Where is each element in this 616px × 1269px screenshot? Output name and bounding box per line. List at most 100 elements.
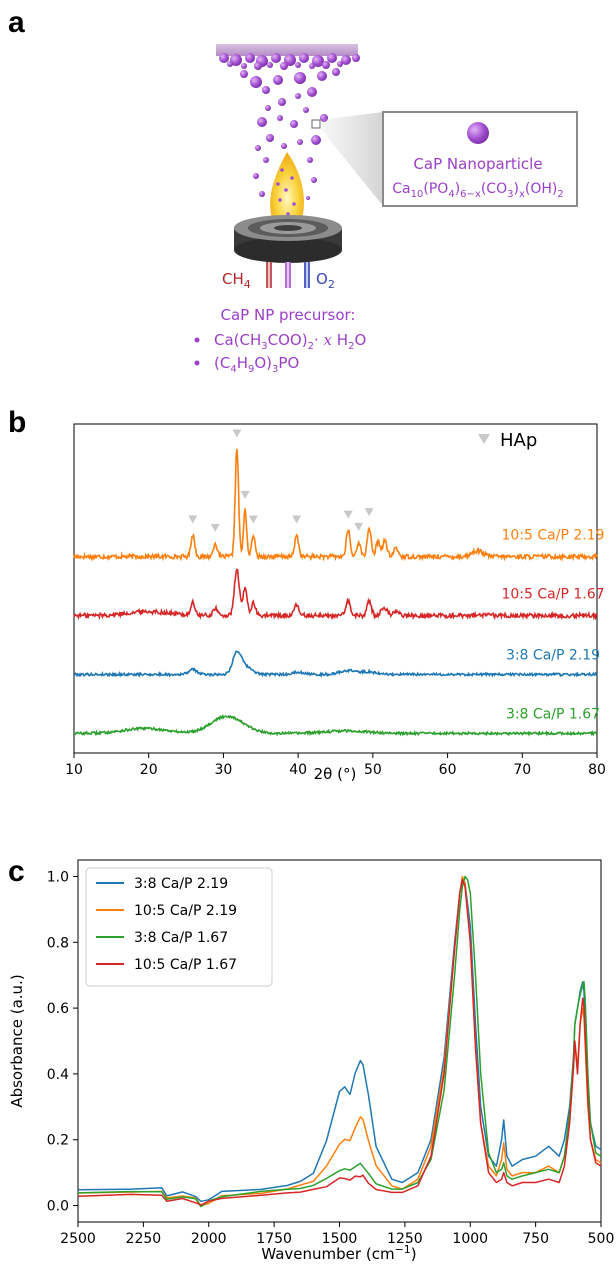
- particle: [280, 62, 288, 70]
- xrd-x-tick-label: 70: [513, 762, 531, 778]
- particle: [263, 157, 269, 163]
- ftir-y-tick-label: 0.2: [47, 1133, 69, 1149]
- particle: [294, 72, 306, 84]
- xrd-plot-frame: [73, 423, 598, 754]
- ftir-x-axis-label: Wavenumber (cm−1): [261, 1243, 416, 1263]
- ftir-x-tick-label: 750: [522, 1231, 549, 1247]
- bullet-2: [194, 360, 200, 366]
- particle: [227, 61, 233, 67]
- particle: [306, 196, 310, 200]
- hap-marker: [343, 510, 353, 519]
- xrd-series-line: [73, 650, 598, 678]
- particle: [307, 87, 317, 97]
- particle: [284, 54, 296, 66]
- particle: [273, 75, 283, 85]
- bullet-1: [194, 337, 200, 343]
- hap-markers: [188, 429, 374, 532]
- xrd-x-axis: 10 20 30 40 50 60 70 80: [65, 753, 606, 778]
- xrd-x-tick-label: 40: [289, 762, 307, 778]
- particle: [312, 55, 324, 67]
- particle: [290, 120, 298, 128]
- particle: [277, 115, 283, 121]
- particle: [337, 61, 343, 67]
- xrd-series-label: 3:8 Ca/P 2.19: [506, 648, 600, 664]
- ftir-x-tick-label: 2000: [191, 1231, 227, 1247]
- hap-marker: [210, 523, 220, 532]
- xrd-x-tick-label: 80: [588, 762, 606, 778]
- hap-marker: [188, 515, 198, 524]
- ftir-x-tick-label: 1250: [387, 1231, 423, 1247]
- flame-particle: [278, 198, 282, 202]
- xrd-x-tick-label: 30: [215, 762, 233, 778]
- particle: [297, 139, 303, 145]
- particle: [307, 157, 313, 163]
- flame-particle: [276, 182, 280, 186]
- ftir-series: [77, 875, 602, 1208]
- xrd-series-label: 10:5 Ca/P 1.67: [501, 586, 604, 602]
- ftir-legend-label: 10:5 Ca/P 2.19: [134, 903, 237, 919]
- flame-particle: [280, 168, 284, 172]
- xrd-series-line: [73, 448, 598, 562]
- precursor-1: Ca(CH3COO)2· x H2O: [214, 331, 366, 352]
- particle: [303, 107, 309, 113]
- particle: [219, 53, 229, 63]
- hap-marker: [354, 522, 364, 531]
- particle: [230, 54, 242, 66]
- ftir-y-tick-label: 0.0: [47, 1199, 69, 1215]
- particle: [262, 86, 270, 94]
- flame-particle: [292, 202, 296, 206]
- ftir-legend-box: [85, 867, 273, 987]
- panel-label-c: c: [8, 855, 25, 888]
- np-title: CaP Nanoparticle: [413, 155, 542, 173]
- ftir-legend-label: 10:5 Ca/P 1.67: [134, 957, 237, 973]
- particle: [322, 61, 330, 69]
- ftir-axes: 2500 2250 2000 1750 1500 1250 1000 750 500 0.0 0.2…: [47, 869, 615, 1247]
- particle: [327, 53, 337, 63]
- ftir-chart: 2500 2250 2000 1750 1500 1250 1000 750 500 0.0 0.2…: [8, 859, 615, 1263]
- xrd-series-label: 3:8 Ca/P 1.67: [506, 707, 600, 723]
- particle: [317, 71, 327, 81]
- ftir-x-tick-label: 2500: [60, 1231, 96, 1247]
- ftir-y-tick-label: 0.8: [47, 935, 69, 951]
- particle: [255, 145, 261, 151]
- particle: [295, 62, 301, 68]
- particle-cloud: [219, 53, 360, 200]
- hap-marker: [292, 515, 302, 524]
- particle: [309, 63, 315, 69]
- particle: [352, 54, 360, 62]
- particle: [341, 55, 351, 65]
- particle: [259, 191, 265, 197]
- particle: [332, 68, 340, 76]
- substrate: [216, 44, 358, 56]
- xrd-series-label: 10:5 Ca/P 2.19: [501, 527, 604, 543]
- particle: [271, 53, 281, 63]
- particle: [245, 53, 255, 63]
- xrd-series: [73, 448, 598, 737]
- precursor-title: CaP NP precursor:: [221, 306, 356, 324]
- particle: [241, 63, 247, 69]
- flame-particle: [284, 188, 288, 192]
- nanoparticle-icon: [467, 122, 489, 144]
- particle: [311, 177, 317, 183]
- xrd-series-labels: 10:5 Ca/P 2.19 10:5 Ca/P 1.67 3:8 Ca/P 2.1…: [501, 527, 604, 722]
- particle: [254, 62, 262, 70]
- xrd-x-tick-label: 10: [65, 762, 83, 778]
- o2-label: O2: [316, 270, 335, 291]
- panel-label-a: a: [8, 6, 25, 39]
- particle: [311, 135, 321, 145]
- ch4-label: CH4: [222, 270, 251, 291]
- ftir-x-tick-label: 2250: [126, 1231, 162, 1247]
- xrd-x-axis-label: 2θ (°): [314, 765, 357, 783]
- hap-marker: [364, 508, 374, 517]
- ftir-legend-label: 3:8 Ca/P 1.67: [134, 930, 228, 946]
- particle: [281, 143, 287, 149]
- particle: [278, 98, 286, 106]
- hap-marker: [240, 490, 250, 499]
- zoom-marker: [311, 119, 321, 129]
- ftir-y-tick-label: 1.0: [47, 869, 69, 885]
- panel-label-b: b: [8, 406, 26, 439]
- flame-particles: [276, 168, 296, 216]
- fsp-schematic: CaP Nanoparticle Ca10(PO4)6−x(CO3)x(OH)2…: [194, 44, 578, 375]
